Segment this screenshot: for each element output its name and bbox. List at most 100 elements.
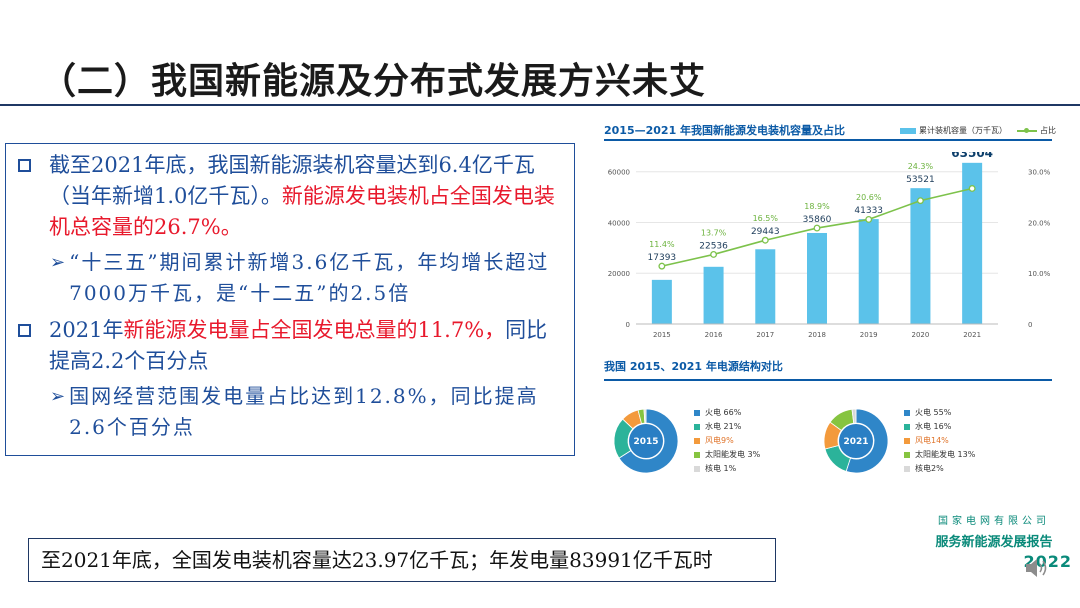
speaker-icon[interactable] bbox=[1024, 556, 1050, 580]
y-tick-label: 20000 bbox=[608, 270, 630, 278]
capacity-bar bbox=[703, 266, 724, 324]
x-tick-label: 2017 bbox=[756, 331, 774, 339]
legend-label: 太阳能发电 3% bbox=[705, 450, 761, 459]
footer-summary: 至2021年底，全国发电装机容量达23.97亿千瓦；年发电量83991亿千瓦时 bbox=[28, 538, 776, 582]
donut-legend-item: 火电 66% bbox=[694, 406, 760, 420]
chart-title: 2015—2021 年我国新能源发电装机容量及占比 bbox=[604, 124, 846, 137]
sub2-text: 国网经营范围发电量占比达到12.8%，同比提高2.6个百分点 bbox=[69, 384, 539, 439]
summary-text-box: 截至2021年底，我国新能源装机容量达到6.4亿千瓦（当年新增1.0亿千瓦）。新… bbox=[5, 143, 575, 456]
share-percent-label: 13.7% bbox=[701, 228, 727, 237]
legend-label: 核电2% bbox=[915, 464, 944, 473]
legend-swatch bbox=[904, 410, 910, 416]
brand-report-name: 服务新能源发展报告 bbox=[935, 535, 1053, 550]
donut-center bbox=[839, 424, 873, 458]
legend-swatch bbox=[694, 410, 700, 416]
legend-label: 太阳能发电 13% bbox=[915, 450, 976, 459]
donut-slice bbox=[643, 408, 647, 424]
bullet2-year: 2021年 bbox=[49, 318, 124, 342]
legend-swatch bbox=[694, 424, 700, 430]
donut-legend-item: 水电 16% bbox=[904, 420, 975, 434]
donut-legend-item: 太阳能发电 13% bbox=[904, 448, 975, 462]
capacity-bar bbox=[910, 188, 931, 324]
capacity-value-label: 17393 bbox=[648, 253, 677, 263]
capacity-value-label: 63504 bbox=[951, 152, 993, 160]
capacity-bar bbox=[962, 162, 983, 324]
donut-chart-2015: 2015 bbox=[613, 408, 679, 474]
y2-tick-label: 10.0% bbox=[1028, 270, 1051, 278]
y-tick-label: 40000 bbox=[608, 219, 630, 227]
share-point bbox=[761, 236, 769, 244]
legend-swatch bbox=[904, 424, 910, 430]
share-point bbox=[916, 197, 924, 205]
share-percent-label: 18.9% bbox=[804, 202, 830, 211]
bar-legend-swatch bbox=[900, 127, 916, 134]
share-point bbox=[710, 251, 718, 258]
title-divider bbox=[0, 104, 1080, 106]
y2-tick-label: 30.0% bbox=[1028, 169, 1051, 177]
donut-legend-item: 水电 21% bbox=[694, 420, 760, 434]
x-tick-label: 2020 bbox=[912, 331, 930, 339]
capacity-bar bbox=[755, 249, 776, 324]
donut-slice bbox=[851, 408, 857, 424]
brand-company: 国家电网有限公司 bbox=[938, 516, 1050, 527]
bullet1-text: 截至2021年底，我国新能源装机容量达到6.4亿千瓦（当年新增1.0亿千瓦）。 bbox=[49, 153, 535, 208]
bullet-generation-share: 2021年新能源发电量占全国发电总量的11.7%，同比提高2.2个百分点 bbox=[12, 315, 568, 377]
capacity-value-label: 53521 bbox=[906, 175, 935, 185]
donut-center bbox=[629, 424, 663, 458]
legend-label: 水电 21% bbox=[705, 422, 742, 431]
capacity-bar bbox=[651, 279, 672, 324]
donut-slice bbox=[845, 408, 889, 474]
donut-legend-item: 核电 1% bbox=[694, 462, 760, 476]
share-point bbox=[865, 215, 873, 223]
line-legend-swatch bbox=[1017, 127, 1037, 133]
legend-swatch bbox=[694, 452, 700, 458]
donut-legend-2015: 火电 66% 水电 21% 风电9% 太阳能发电 3% 核电 1% bbox=[694, 406, 760, 476]
share-point bbox=[658, 262, 666, 270]
bullet2-highlight: 新能源发电量占全国发电总量的11.7%， bbox=[123, 318, 506, 342]
donut-legend-item: 火电 55% bbox=[904, 406, 975, 420]
pie-section-title: 我国 2015、2021 年电源结构对比 bbox=[604, 360, 783, 373]
chart-title-rule bbox=[604, 139, 1052, 141]
x-tick-label: 2015 bbox=[653, 331, 671, 339]
y2-tick-label: 20.0% bbox=[1028, 219, 1051, 227]
capacity-value-label: 41333 bbox=[854, 206, 883, 216]
legend-swatch bbox=[904, 466, 910, 472]
x-tick-label: 2021 bbox=[963, 331, 981, 339]
legend-swatch bbox=[904, 438, 910, 444]
legend-swatch bbox=[694, 438, 700, 444]
share-percent-label: 16.5% bbox=[753, 214, 779, 223]
bullet2-text: 同比提高2.2个百分点 bbox=[49, 318, 548, 373]
share-point bbox=[968, 185, 976, 192]
donut-legend-item: 风电14% bbox=[904, 434, 975, 448]
share-percent-label: 11.4% bbox=[649, 240, 675, 249]
donut-center-label: 2015 bbox=[633, 437, 658, 447]
capacity-value-label: 29443 bbox=[751, 227, 780, 237]
line-legend-label: 占比 bbox=[1040, 126, 1056, 135]
donut-chart-2021: 2021 bbox=[823, 408, 889, 474]
pie-title-rule bbox=[604, 379, 1052, 381]
y-tick-label: 0 bbox=[626, 321, 630, 329]
legend-label: 风电14% bbox=[915, 436, 949, 445]
legend-label: 火电 55% bbox=[915, 408, 952, 417]
legend-label: 水电 16% bbox=[915, 422, 952, 431]
square-bullet-icon bbox=[18, 159, 31, 172]
sub-bullet-13th-five-year: ➢ “十三五”期间累计新增3.6亿千瓦，年均增长超过7000万千瓦，是“十二五”… bbox=[50, 247, 568, 309]
donut-legend-item: 风电9% bbox=[694, 434, 760, 448]
legend-label: 风电9% bbox=[705, 436, 734, 445]
legend-label: 火电 66% bbox=[705, 408, 742, 417]
legend-swatch bbox=[904, 452, 910, 458]
bar-legend-label: 累计装机容量（万千瓦） bbox=[919, 126, 1007, 135]
sub-bullet-state-grid: ➢ 国网经营范围发电量占比达到12.8%，同比提高2.6个百分点 bbox=[50, 381, 568, 443]
x-tick-label: 2018 bbox=[808, 331, 826, 339]
capacity-bar bbox=[858, 219, 879, 324]
donut-legend-item: 太阳能发电 3% bbox=[694, 448, 760, 462]
capacity-bar-line-chart: 0 20000 40000 60000 0 10.0% 20.0% 30.0% 2015 1739… bbox=[608, 152, 1051, 339]
chart-legend: 累计装机容量（万千瓦） 占比 bbox=[900, 125, 1056, 136]
x-tick-label: 2016 bbox=[705, 331, 723, 339]
capacity-bar bbox=[807, 232, 827, 324]
donut-legend-item: 核电2% bbox=[904, 462, 975, 476]
legend-swatch bbox=[694, 466, 700, 472]
legend-label: 核电 1% bbox=[705, 464, 737, 473]
bullet1-highlight: 新能源发电装机占全国发电装机总容量的26.7%。 bbox=[49, 184, 555, 239]
x-tick-label: 2019 bbox=[860, 331, 878, 339]
